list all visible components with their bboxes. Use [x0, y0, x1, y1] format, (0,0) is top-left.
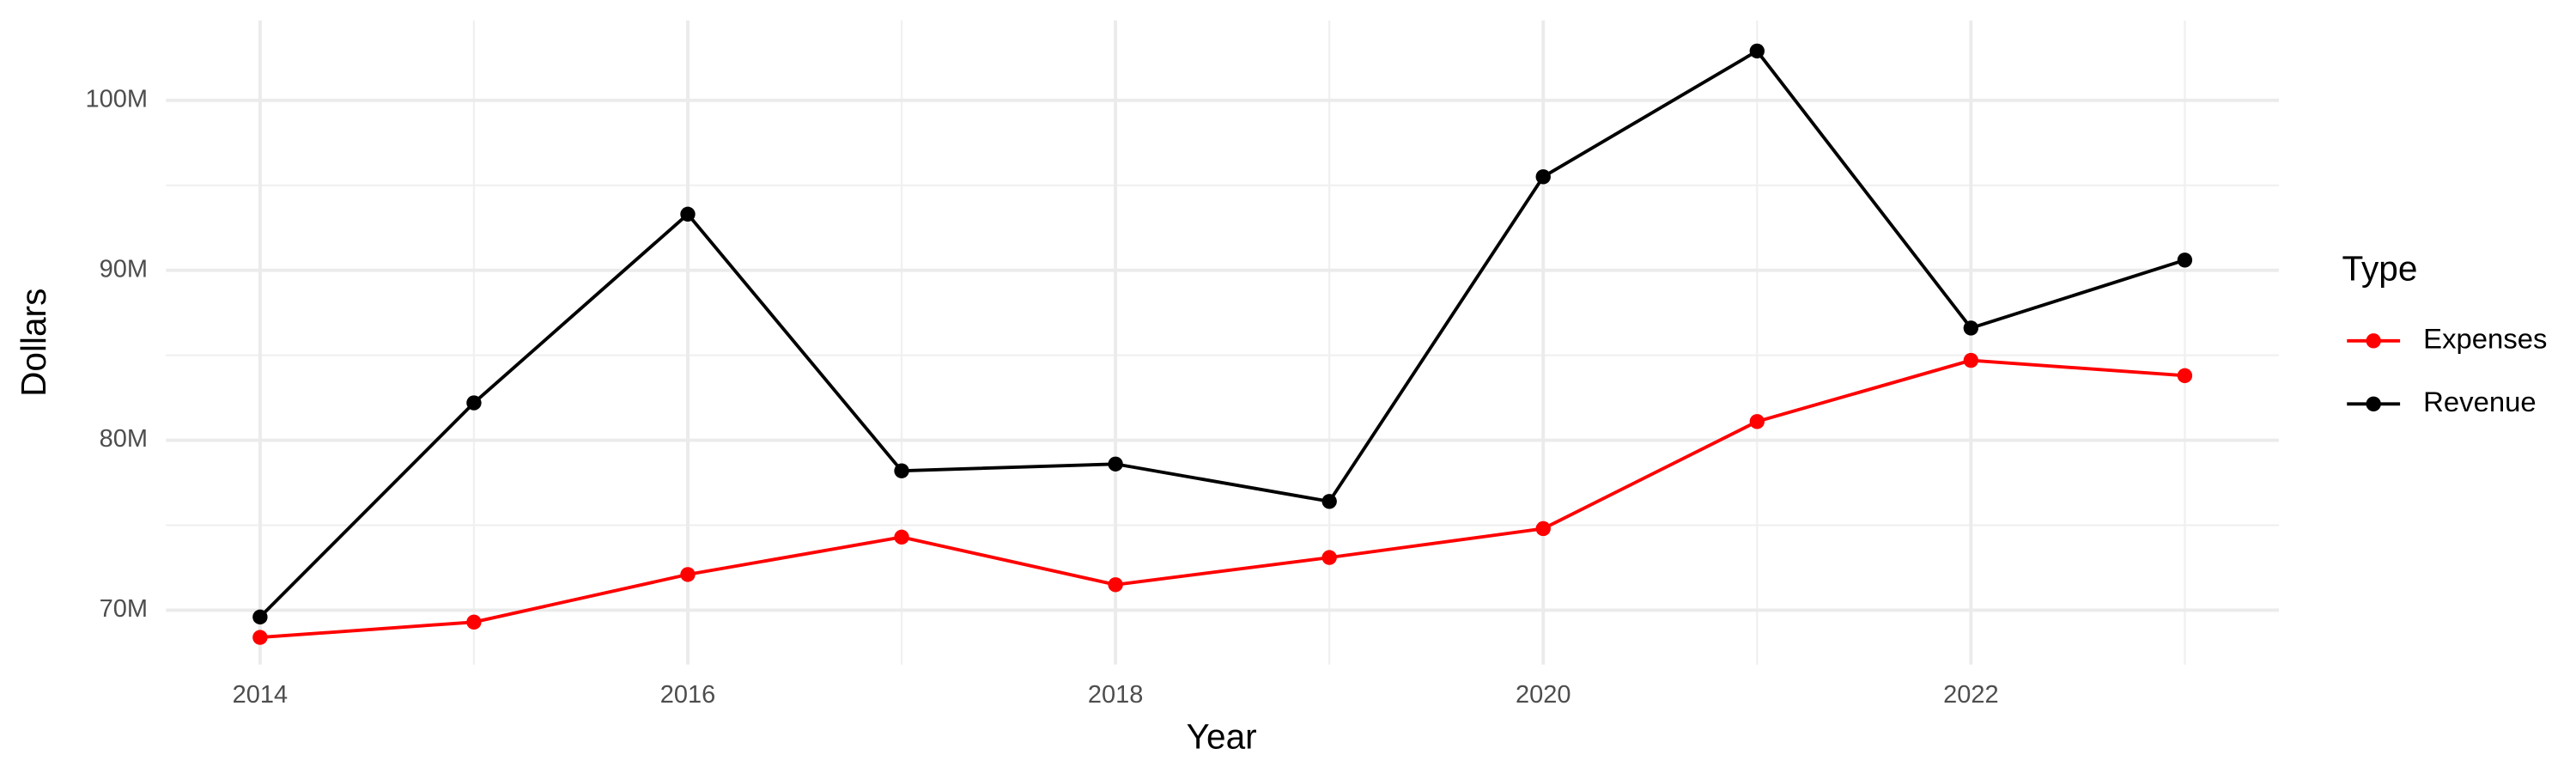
data-point: [1749, 414, 1765, 429]
data-point: [1535, 169, 1551, 185]
legend-key-point: [2366, 333, 2381, 349]
y-tick-label: 100M: [86, 85, 149, 113]
series-line: [259, 358, 2185, 640]
x-tick-label: 2016: [660, 681, 715, 709]
y-tick-label: 90M: [100, 255, 148, 283]
legend-label: Expenses: [2423, 323, 2547, 355]
x-axis-title: Year: [1187, 716, 1257, 756]
x-tick-label: 2014: [233, 681, 288, 709]
legend-title: Type: [2342, 248, 2417, 288]
legend-key-point: [2366, 396, 2381, 411]
legend-label: Revenue: [2423, 386, 2537, 417]
grid: [166, 20, 2279, 665]
data-point: [1108, 577, 1123, 593]
data-point: [2177, 368, 2193, 384]
data-point: [1321, 494, 1337, 509]
x-tick-label: 2018: [1088, 681, 1143, 709]
data-point: [680, 567, 696, 582]
data-point: [1749, 43, 1765, 59]
data-point: [466, 614, 482, 630]
data-point: [894, 463, 909, 478]
data-point: [894, 529, 909, 545]
data-point: [1963, 352, 1979, 368]
data-point: [1108, 456, 1123, 472]
data-point: [1963, 320, 1979, 336]
y-tick-label: 70M: [100, 595, 148, 623]
data-point: [2177, 253, 2193, 268]
data-point: [466, 395, 482, 411]
data-point: [680, 206, 696, 222]
x-tick-label: 2020: [1516, 681, 1571, 709]
data-point: [1535, 520, 1551, 537]
x-tick-label: 2022: [1943, 681, 1998, 709]
y-axis-title: Dollars: [14, 289, 53, 397]
data-point: [252, 609, 268, 625]
y-tick-label: 80M: [100, 425, 148, 453]
data-point: [1321, 550, 1337, 565]
data-point: [252, 630, 268, 645]
series-line: [258, 48, 2185, 618]
